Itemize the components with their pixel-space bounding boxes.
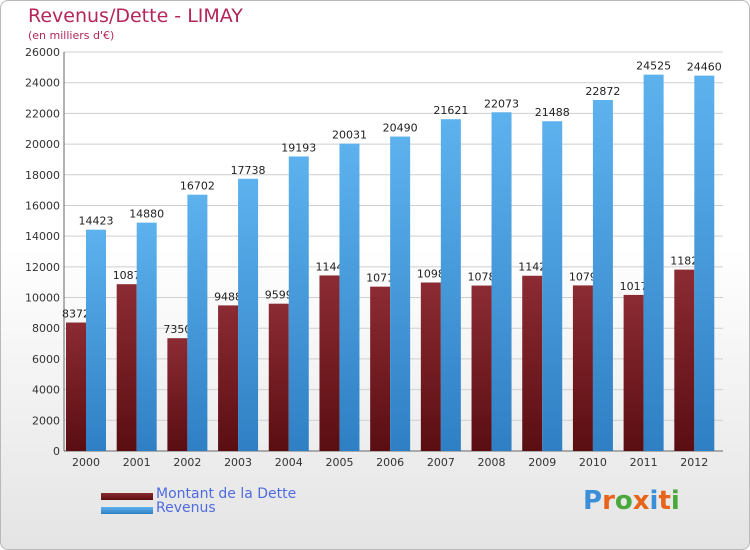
bar-revenus bbox=[592, 100, 613, 451]
bar-dette bbox=[420, 282, 441, 451]
bar-revenus bbox=[136, 222, 157, 451]
legend-label-revenus: Revenus bbox=[156, 500, 216, 516]
data-label-dette: 9599 bbox=[265, 289, 293, 302]
data-label-dette: 1078 bbox=[468, 271, 496, 284]
x-tick-label: 2009 bbox=[528, 456, 556, 469]
data-label-revenus: 16702 bbox=[180, 180, 215, 193]
logo-letter: x bbox=[632, 486, 650, 516]
data-label-dette: 1017 bbox=[620, 280, 648, 293]
data-label-revenus: 24525 bbox=[636, 60, 671, 73]
data-label-revenus: 17738 bbox=[231, 164, 266, 177]
logo-letter: t bbox=[658, 486, 671, 516]
y-tick-label: 12000 bbox=[25, 261, 60, 274]
bar-revenus bbox=[390, 136, 411, 451]
x-tick-label: 2000 bbox=[72, 456, 100, 469]
x-tick-label: 2006 bbox=[376, 456, 404, 469]
bar-revenus bbox=[542, 121, 563, 451]
x-tick-label: 2007 bbox=[427, 456, 455, 469]
legend-swatch-revenus bbox=[101, 507, 153, 514]
data-label-revenus: 14880 bbox=[129, 208, 164, 221]
legend-swatch-dette bbox=[101, 493, 153, 500]
data-label-revenus: 19193 bbox=[281, 141, 316, 154]
data-label-revenus: 21621 bbox=[433, 104, 468, 117]
logo-letter: P bbox=[583, 486, 603, 516]
x-tick-label: 2003 bbox=[224, 456, 252, 469]
data-label-dette: 1087 bbox=[113, 269, 141, 282]
bar-revenus bbox=[491, 112, 512, 451]
bar-dette bbox=[522, 275, 543, 451]
x-tick-label: 2002 bbox=[173, 456, 201, 469]
y-tick-label: 24000 bbox=[25, 77, 60, 90]
data-label-revenus: 22073 bbox=[484, 97, 519, 110]
legend-label-dette: Montant de la Dette bbox=[156, 486, 297, 502]
bar-revenus bbox=[288, 156, 309, 451]
data-label-revenus: 20031 bbox=[332, 129, 367, 142]
y-tick-label: 8000 bbox=[32, 322, 60, 335]
x-tick-label: 2008 bbox=[478, 456, 506, 469]
x-tick-label: 2011 bbox=[630, 456, 658, 469]
bar-dette bbox=[370, 286, 391, 451]
bar-dette bbox=[471, 285, 492, 451]
bar-dette bbox=[218, 305, 239, 451]
data-label-revenus: 14423 bbox=[79, 215, 114, 228]
x-tick-label: 2010 bbox=[579, 456, 607, 469]
logo-letter: i bbox=[649, 486, 659, 516]
y-tick-label: 26000 bbox=[25, 46, 60, 59]
y-tick-label: 16000 bbox=[25, 199, 60, 212]
data-label-revenus: 21488 bbox=[535, 106, 570, 119]
x-tick-label: 2012 bbox=[680, 456, 708, 469]
bar-dette bbox=[572, 285, 593, 451]
y-tick-label: 22000 bbox=[25, 107, 60, 120]
proxiti-logo: Proxiti bbox=[583, 486, 680, 516]
bar-revenus bbox=[694, 75, 715, 451]
y-tick-label: 2000 bbox=[32, 414, 60, 427]
data-label-revenus: 24460 bbox=[687, 61, 722, 74]
data-label-revenus: 22872 bbox=[585, 85, 620, 98]
bar-revenus bbox=[86, 229, 106, 451]
data-label-dette: 1079 bbox=[569, 270, 597, 283]
bar-revenus bbox=[440, 119, 461, 451]
bar-dette bbox=[268, 303, 289, 451]
data-label-dette: 8372 bbox=[62, 308, 90, 321]
y-tick-label: 4000 bbox=[32, 384, 60, 397]
bar-dette bbox=[674, 269, 695, 451]
y-tick-label: 10000 bbox=[25, 292, 60, 305]
data-label-dette: 9488 bbox=[214, 290, 242, 303]
data-label-dette: 1144 bbox=[315, 260, 343, 273]
data-label-revenus: 20490 bbox=[383, 122, 418, 135]
logo-letter: o bbox=[614, 486, 633, 516]
bar-dette bbox=[623, 294, 644, 451]
bar-dette bbox=[319, 275, 340, 451]
y-tick-label: 18000 bbox=[25, 169, 60, 182]
data-label-dette: 1098 bbox=[417, 267, 445, 280]
data-label-dette: 1071 bbox=[366, 272, 394, 285]
x-tick-label: 2004 bbox=[275, 456, 303, 469]
data-label-dette: 7350 bbox=[163, 323, 191, 336]
chart-subtitle: (en milliers d'€) bbox=[28, 29, 115, 42]
bar-revenus bbox=[187, 194, 208, 451]
y-tick-label: 0 bbox=[53, 445, 60, 458]
y-tick-label: 14000 bbox=[25, 230, 60, 243]
x-tick-label: 2001 bbox=[123, 456, 151, 469]
y-tick-label: 6000 bbox=[32, 353, 60, 366]
data-label-dette: 1142 bbox=[518, 261, 546, 274]
bar-revenus bbox=[339, 143, 360, 451]
x-tick-label: 2005 bbox=[325, 456, 353, 469]
chart-title: Revenus/Dette - LIMAY bbox=[28, 5, 243, 27]
bar-dette bbox=[167, 338, 188, 451]
logo-letter: i bbox=[670, 486, 680, 516]
bar-revenus bbox=[643, 74, 664, 452]
logo-letter: r bbox=[602, 486, 615, 516]
y-tick-label: 20000 bbox=[25, 138, 60, 151]
data-label-dette: 1182 bbox=[670, 255, 698, 268]
bar-dette bbox=[116, 284, 137, 451]
bar-revenus bbox=[238, 178, 259, 451]
bar-dette bbox=[66, 322, 86, 451]
